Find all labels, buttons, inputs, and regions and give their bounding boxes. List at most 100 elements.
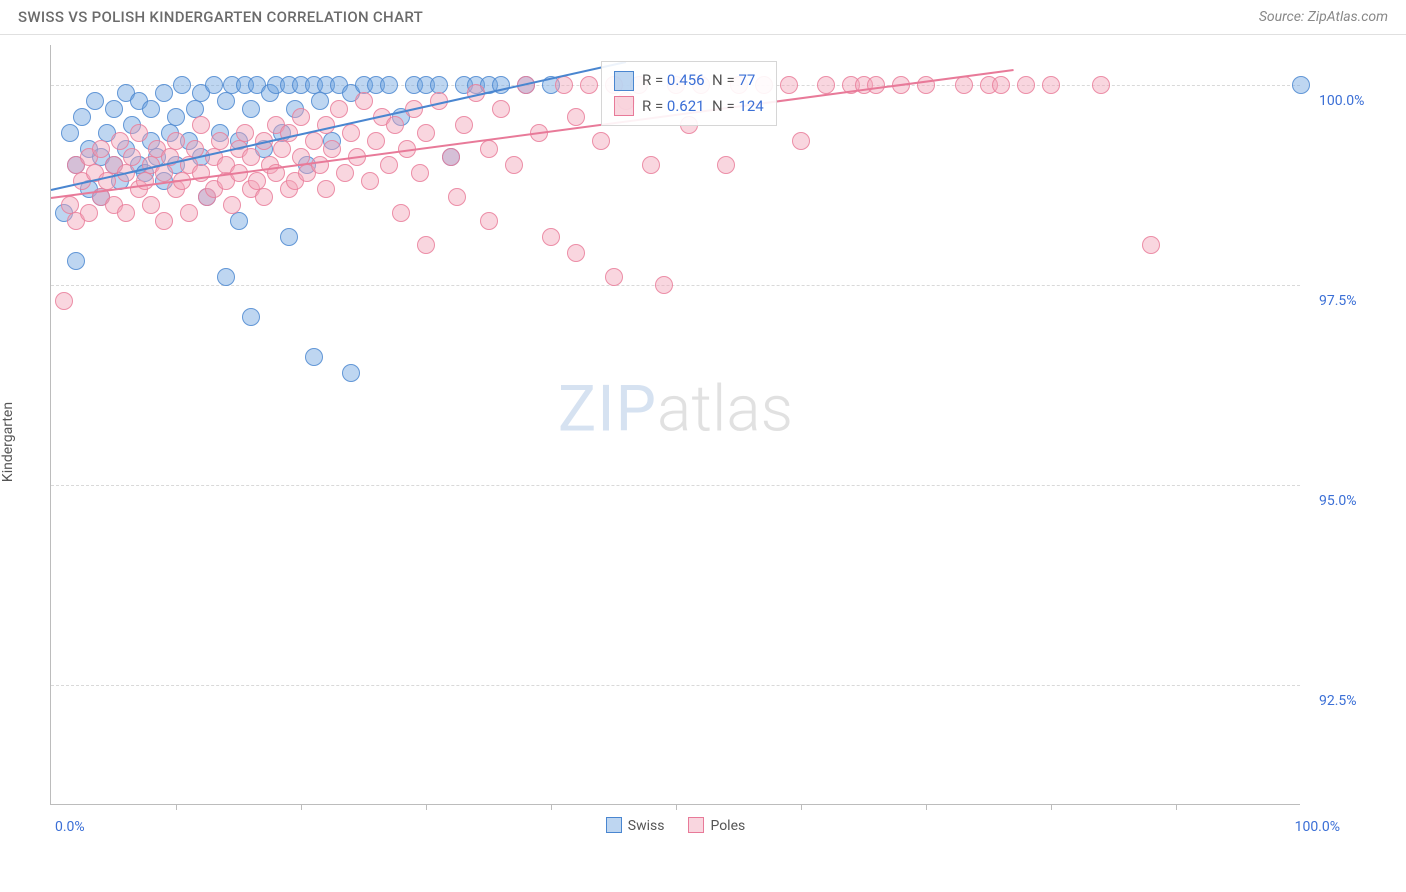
- scatter-point: [123, 148, 141, 166]
- scatter-point: [380, 76, 398, 94]
- scatter-point: [780, 76, 798, 94]
- series-legend: Swiss Poles: [51, 817, 1300, 834]
- chart-title: SWISS VS POLISH KINDERGARTEN CORRELATION…: [18, 8, 423, 26]
- scatter-point: [217, 268, 235, 286]
- scatter-point: [411, 164, 429, 182]
- scatter-point: [1092, 76, 1110, 94]
- chart-area: Kindergarten ZIPatlas 100.0%97.5%95.0%92…: [0, 35, 1406, 849]
- legend-label: Swiss: [628, 818, 665, 834]
- scatter-point: [555, 76, 573, 94]
- scatter-point: [223, 196, 241, 214]
- x-max-label: 100.0%: [1295, 819, 1340, 835]
- x-tick: [551, 804, 552, 810]
- legend-swatch: [614, 71, 634, 91]
- scatter-point: [580, 76, 598, 94]
- x-tick: [426, 804, 427, 810]
- watermark: ZIPatlas: [558, 372, 793, 447]
- scatter-point: [955, 76, 973, 94]
- scatter-point: [717, 156, 735, 174]
- scatter-point: [117, 204, 135, 222]
- gridline: [51, 685, 1300, 686]
- scatter-point: [605, 268, 623, 286]
- scatter-point: [417, 236, 435, 254]
- scatter-point: [217, 92, 235, 110]
- scatter-point: [867, 76, 885, 94]
- scatter-point: [61, 124, 79, 142]
- scatter-point: [442, 148, 460, 166]
- chart-header: SWISS VS POLISH KINDERGARTEN CORRELATION…: [0, 0, 1406, 35]
- scatter-point: [1017, 76, 1035, 94]
- scatter-point: [242, 100, 260, 118]
- x-tick: [926, 804, 927, 810]
- scatter-point: [1042, 76, 1060, 94]
- scatter-point: [105, 100, 123, 118]
- legend-swatch: [606, 817, 622, 833]
- correlation-legend: R = 0.456 N = 77R = 0.621 N = 124: [601, 61, 777, 126]
- scatter-point: [292, 108, 310, 126]
- scatter-point: [67, 252, 85, 270]
- scatter-point: [111, 132, 129, 150]
- scatter-point: [655, 276, 673, 294]
- legend-row: R = 0.456 N = 77: [614, 68, 764, 94]
- scatter-point: [305, 132, 323, 150]
- scatter-point: [1142, 236, 1160, 254]
- scatter-point: [92, 140, 110, 158]
- scatter-point: [236, 124, 254, 142]
- scatter-point: [355, 92, 373, 110]
- scatter-point: [242, 148, 260, 166]
- scatter-point: [73, 108, 91, 126]
- legend-text: R = 0.621 N = 124: [642, 94, 764, 120]
- scatter-point: [367, 132, 385, 150]
- gridline: [51, 485, 1300, 486]
- scatter-point: [392, 204, 410, 222]
- scatter-point: [273, 140, 291, 158]
- scatter-point: [323, 140, 341, 158]
- scatter-point: [592, 132, 610, 150]
- legend-item: Poles: [688, 817, 745, 834]
- scatter-point: [311, 92, 329, 110]
- x-tick: [176, 804, 177, 810]
- scatter-point: [211, 132, 229, 150]
- scatter-point: [205, 76, 223, 94]
- scatter-point: [55, 292, 73, 310]
- scatter-point: [155, 212, 173, 230]
- scatter-point: [336, 164, 354, 182]
- scatter-point: [567, 244, 585, 262]
- scatter-point: [280, 228, 298, 246]
- y-tick-label: 100.0%: [1319, 93, 1364, 109]
- scatter-point: [386, 116, 404, 134]
- legend-swatch: [614, 96, 634, 116]
- scatter-point: [230, 212, 248, 230]
- x-tick: [801, 804, 802, 810]
- scatter-point: [417, 124, 435, 142]
- scatter-point: [311, 156, 329, 174]
- scatter-point: [180, 204, 198, 222]
- scatter-point: [492, 100, 510, 118]
- scatter-point: [992, 76, 1010, 94]
- y-tick-label: 95.0%: [1319, 493, 1357, 509]
- y-tick-label: 92.5%: [1319, 693, 1357, 709]
- legend-row: R = 0.621 N = 124: [614, 94, 764, 120]
- legend-label: Poles: [710, 818, 745, 834]
- scatter-point: [480, 212, 498, 230]
- scatter-point: [480, 140, 498, 158]
- scatter-point: [448, 188, 466, 206]
- scatter-point: [792, 132, 810, 150]
- scatter-point: [192, 116, 210, 134]
- gridline: [51, 285, 1300, 286]
- y-axis-label: Kindergarten: [0, 402, 16, 482]
- scatter-point: [317, 180, 335, 198]
- x-tick: [1051, 804, 1052, 810]
- x-tick: [301, 804, 302, 810]
- scatter-plot: ZIPatlas 100.0%97.5%95.0%92.5%0.0%100.0%…: [50, 45, 1300, 805]
- legend-text: R = 0.456 N = 77: [642, 68, 755, 94]
- y-tick-label: 97.5%: [1319, 293, 1357, 309]
- legend-swatch: [688, 817, 704, 833]
- legend-item: Swiss: [606, 817, 665, 834]
- scatter-point: [142, 100, 160, 118]
- scatter-point: [86, 92, 104, 110]
- scatter-point: [455, 116, 473, 134]
- scatter-point: [380, 156, 398, 174]
- scatter-point: [255, 188, 273, 206]
- scatter-point: [642, 156, 660, 174]
